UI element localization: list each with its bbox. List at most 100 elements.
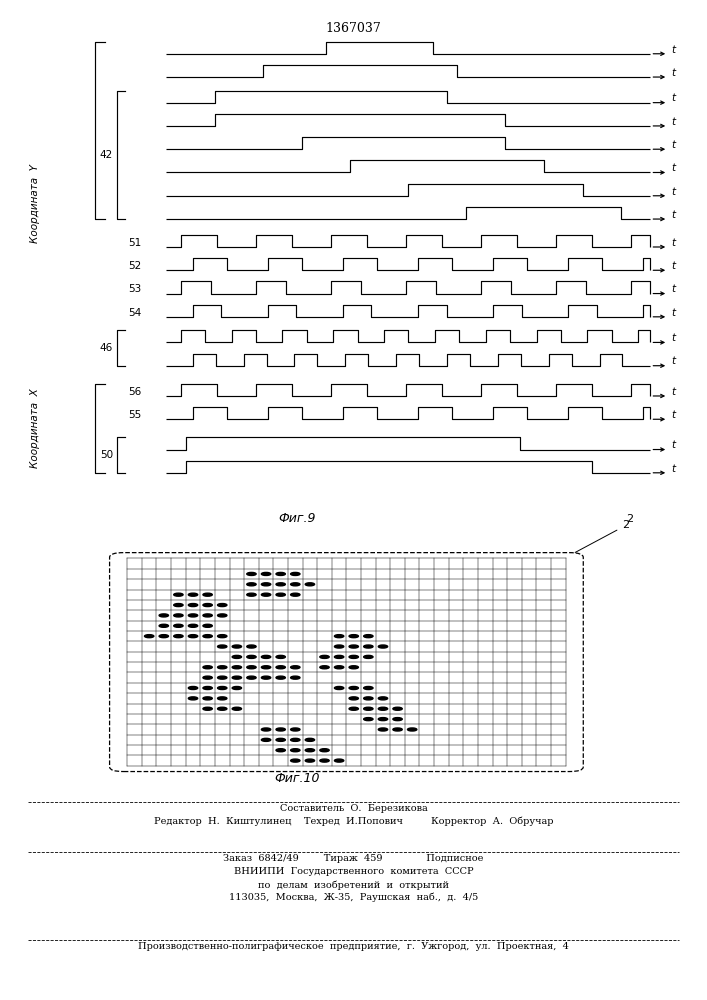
Circle shape	[188, 624, 198, 627]
Text: t: t	[672, 187, 676, 197]
Circle shape	[291, 738, 300, 741]
Text: t: t	[672, 440, 676, 450]
Circle shape	[218, 707, 227, 710]
Text: 46: 46	[100, 343, 113, 353]
Circle shape	[174, 593, 183, 596]
Text: t: t	[672, 163, 676, 173]
Circle shape	[247, 655, 256, 658]
Circle shape	[247, 676, 256, 679]
Text: t: t	[672, 261, 676, 271]
Circle shape	[218, 614, 227, 617]
Circle shape	[378, 645, 387, 648]
Text: t: t	[672, 210, 676, 220]
Text: 56: 56	[128, 387, 141, 397]
Text: 54: 54	[128, 308, 141, 318]
Circle shape	[349, 697, 358, 700]
Circle shape	[363, 635, 373, 638]
Circle shape	[276, 583, 286, 586]
Text: t: t	[672, 140, 676, 150]
Text: Производственно-полиграфическое  предприятие,  г.  Ужгород,  ул.  Проектная,  4: Производственно-полиграфическое предприя…	[138, 942, 569, 951]
Circle shape	[276, 572, 286, 575]
Text: 55: 55	[128, 410, 141, 420]
Circle shape	[262, 676, 271, 679]
Circle shape	[174, 635, 183, 638]
Circle shape	[291, 583, 300, 586]
Circle shape	[188, 635, 198, 638]
Circle shape	[378, 707, 387, 710]
Circle shape	[276, 676, 286, 679]
Circle shape	[218, 666, 227, 669]
Text: t: t	[672, 308, 676, 318]
Circle shape	[203, 697, 212, 700]
Circle shape	[393, 707, 402, 710]
Text: t: t	[672, 387, 676, 397]
Circle shape	[262, 572, 271, 575]
Circle shape	[334, 655, 344, 658]
Circle shape	[378, 697, 387, 700]
Circle shape	[218, 676, 227, 679]
Circle shape	[305, 738, 315, 741]
Circle shape	[407, 728, 417, 731]
Circle shape	[218, 686, 227, 690]
Circle shape	[363, 697, 373, 700]
Text: t: t	[672, 68, 676, 78]
Text: t: t	[672, 333, 676, 343]
Circle shape	[291, 593, 300, 596]
Text: Фиг.9: Фиг.9	[278, 512, 316, 525]
Circle shape	[232, 655, 242, 658]
Circle shape	[320, 759, 329, 762]
Circle shape	[276, 655, 286, 658]
Circle shape	[305, 759, 315, 762]
Text: 2: 2	[575, 520, 629, 552]
Text: 2: 2	[626, 514, 633, 524]
Circle shape	[218, 697, 227, 700]
Circle shape	[203, 614, 212, 617]
Circle shape	[393, 728, 402, 731]
Circle shape	[291, 759, 300, 762]
Circle shape	[363, 655, 373, 658]
Circle shape	[144, 635, 154, 638]
Text: Фиг.10: Фиг.10	[274, 772, 320, 785]
Circle shape	[349, 686, 358, 690]
Circle shape	[349, 707, 358, 710]
Circle shape	[203, 624, 212, 627]
Text: Составитель  О.  Березикова: Составитель О. Березикова	[280, 804, 427, 813]
Circle shape	[203, 707, 212, 710]
Circle shape	[349, 635, 358, 638]
Circle shape	[320, 666, 329, 669]
Circle shape	[291, 676, 300, 679]
Circle shape	[203, 666, 212, 669]
Circle shape	[232, 666, 242, 669]
Circle shape	[218, 645, 227, 648]
Circle shape	[349, 655, 358, 658]
Text: t: t	[672, 45, 676, 55]
Circle shape	[320, 655, 329, 658]
Circle shape	[262, 593, 271, 596]
Text: ВНИИПИ  Государственного  комитета  СССР: ВНИИПИ Государственного комитета СССР	[234, 867, 473, 876]
Circle shape	[276, 593, 286, 596]
Circle shape	[334, 666, 344, 669]
Circle shape	[262, 655, 271, 658]
Text: 113035,  Москва,  Ж-35,  Раушская  наб.,  д.  4/5: 113035, Москва, Ж-35, Раушская наб., д. …	[229, 893, 478, 902]
Circle shape	[320, 749, 329, 752]
Text: 53: 53	[128, 284, 141, 294]
Circle shape	[159, 635, 168, 638]
Circle shape	[262, 583, 271, 586]
Circle shape	[276, 749, 286, 752]
Text: t: t	[672, 117, 676, 127]
Circle shape	[349, 645, 358, 648]
Text: t: t	[672, 464, 676, 474]
Circle shape	[334, 759, 344, 762]
Circle shape	[363, 645, 373, 648]
Circle shape	[247, 583, 256, 586]
Circle shape	[188, 593, 198, 596]
Circle shape	[262, 738, 271, 741]
Circle shape	[305, 583, 315, 586]
Text: по  делам  изобретений  и  открытий: по делам изобретений и открытий	[258, 880, 449, 890]
Circle shape	[188, 697, 198, 700]
Circle shape	[291, 572, 300, 575]
Circle shape	[232, 676, 242, 679]
Circle shape	[218, 604, 227, 607]
Text: Редактор  Н.  Киштулинец    Техред  И.Попович         Корректор  А.  Обручар: Редактор Н. Киштулинец Техред И.Попович …	[153, 817, 554, 826]
Circle shape	[363, 686, 373, 690]
